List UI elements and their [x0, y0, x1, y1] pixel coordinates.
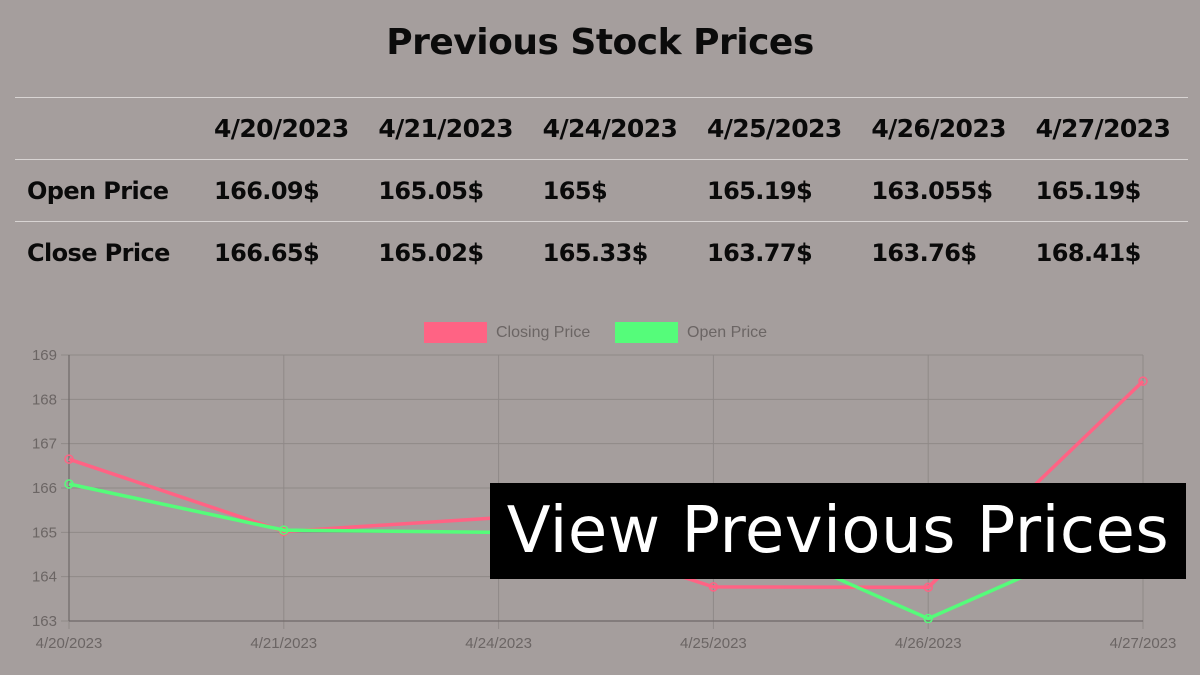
view-previous-prices-button[interactable]: View Previous Prices	[490, 483, 1186, 579]
table-row-open: Open Price 166.09$ 165.05$ 165$ 165.19$ …	[15, 159, 1188, 222]
table-cell: 165.02$	[366, 221, 531, 283]
table-cell: 163.76$	[859, 221, 1024, 283]
legend-swatch	[615, 322, 678, 343]
table-cell: 166.65$	[202, 221, 367, 283]
data-point	[64, 454, 74, 464]
data-point	[279, 525, 289, 535]
chart-legend: Closing Price Open Price	[424, 322, 767, 343]
legend-swatch	[424, 322, 487, 343]
y-tick-label: 169	[32, 347, 57, 364]
x-tick-label: 4/27/2023	[1110, 635, 1177, 652]
price-table: 4/20/2023 4/21/2023 4/24/2023 4/25/2023 …	[15, 97, 1188, 283]
column-header: 4/27/2023	[1023, 97, 1188, 160]
data-point	[1138, 376, 1148, 386]
data-point	[64, 479, 74, 489]
column-header: 4/21/2023	[366, 97, 531, 160]
page-title: Previous Stock Prices	[386, 22, 814, 63]
table-cell: 165$	[530, 159, 695, 222]
y-tick-label: 164	[32, 569, 57, 586]
column-header: 4/26/2023	[859, 97, 1024, 160]
y-tick-label: 163	[32, 613, 57, 630]
row-label: Open Price	[15, 159, 202, 222]
row-label: Close Price	[15, 221, 202, 283]
table-cell: 165.19$	[1023, 159, 1188, 222]
table-cell: 165.19$	[694, 159, 860, 222]
data-point	[923, 582, 933, 593]
x-tick-label: 4/20/2023	[36, 635, 103, 652]
table-cell: 163.055$	[859, 159, 1024, 222]
table-header-row: 4/20/2023 4/21/2023 4/24/2023 4/25/2023 …	[15, 97, 1188, 160]
y-tick-label: 165	[32, 524, 57, 541]
table-cell: 165.33$	[530, 221, 695, 283]
y-tick-label: 166	[32, 480, 57, 497]
column-header: 4/20/2023	[202, 97, 367, 160]
line-chart: 163 164 165 166 167 168 169 4/20/2023 4/21/2023 4…	[32, 322, 1176, 652]
column-header: 4/25/2023	[694, 97, 860, 160]
x-tick-label: 4/21/2023	[250, 635, 317, 652]
column-header: 4/24/2023	[530, 97, 695, 160]
data-point	[708, 582, 719, 592]
table-cell: 166.09$	[202, 159, 367, 222]
data-point	[923, 613, 933, 624]
x-tick-label: 4/24/2023	[465, 635, 532, 652]
table-row-close: Close Price 166.65$ 165.02$ 165.33$ 163.…	[15, 221, 1188, 283]
x-tick-label: 4/25/2023	[680, 635, 747, 652]
table-cell: 163.77$	[694, 221, 860, 283]
y-tick-label: 168	[32, 391, 57, 408]
legend-label: Open Price	[687, 324, 767, 341]
table-cell: 165.05$	[366, 159, 531, 222]
x-tick-label: 4/26/2023	[895, 635, 962, 652]
chart-grid: 163 164 165 166 167 168 169 4/20/2023 4/21/2023 4…	[32, 347, 1176, 652]
corner-cell	[15, 97, 202, 160]
table-cell: 168.41$	[1023, 221, 1188, 283]
y-tick-label: 167	[32, 436, 57, 453]
legend-label: Closing Price	[496, 324, 590, 341]
